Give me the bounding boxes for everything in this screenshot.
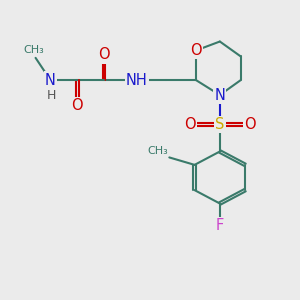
Text: O: O <box>184 117 196 132</box>
Text: O: O <box>71 98 83 113</box>
Text: F: F <box>216 218 224 233</box>
Text: NH: NH <box>126 73 148 88</box>
Text: S: S <box>215 117 224 132</box>
Text: CH₃: CH₃ <box>147 146 168 156</box>
Text: O: O <box>190 43 202 58</box>
Text: H: H <box>46 88 56 101</box>
Text: N: N <box>45 73 56 88</box>
Text: O: O <box>244 117 255 132</box>
Text: N: N <box>214 88 225 103</box>
Text: O: O <box>98 47 110 62</box>
Text: CH₃: CH₃ <box>24 46 44 56</box>
